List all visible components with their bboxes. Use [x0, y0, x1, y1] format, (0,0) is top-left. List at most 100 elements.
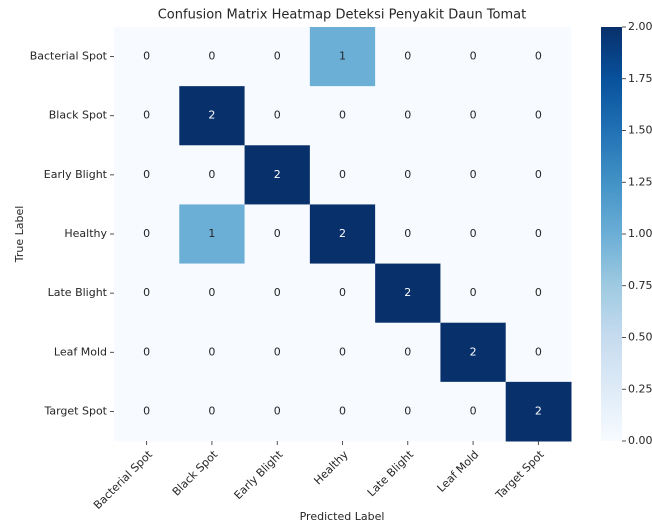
heatmap-cell: [179, 27, 246, 87]
cell-annotation: 1: [339, 50, 346, 63]
cell-annotation: 0: [470, 109, 477, 122]
heatmap-cell: [309, 204, 376, 265]
cell-annotation: 0: [339, 168, 346, 181]
cell-annotation: 0: [535, 109, 542, 122]
heatmap-cell: [114, 145, 180, 205]
cell-annotation: 0: [274, 404, 281, 417]
heatmap-cell: [179, 381, 246, 442]
cell-annotation: 0: [274, 50, 281, 63]
cell-annotation: 0: [535, 168, 542, 181]
cell-annotation: 0: [339, 109, 346, 122]
y-tick-label: Black Spot: [49, 109, 108, 122]
heatmap-cell: [114, 322, 180, 383]
colorbar-tick-label: 2.00: [628, 20, 652, 33]
colorbar-tick-label: 0.00: [628, 434, 652, 447]
cell-annotation: 0: [404, 109, 411, 122]
colorbar-tick-label: 1.50: [628, 124, 652, 137]
heatmap-cell: [179, 145, 246, 205]
cell-annotation: 0: [208, 50, 215, 63]
heatmap-cell: [375, 322, 441, 383]
heatmap-cell: [505, 86, 572, 146]
heatmap-cell: [179, 322, 246, 383]
heatmap-cell: [375, 263, 441, 324]
cell-annotation: 0: [339, 404, 346, 417]
cell-annotation: 1: [208, 227, 215, 240]
y-tick-label: Target Spot: [43, 404, 107, 417]
heatmap-cell: [114, 86, 180, 146]
cell-annotation: 0: [339, 286, 346, 299]
heatmap-cell: [244, 263, 311, 324]
cell-annotation: 0: [535, 286, 542, 299]
heatmap-cell: [309, 27, 376, 87]
heatmap-cell: [440, 263, 507, 324]
cell-annotation: 0: [404, 168, 411, 181]
cell-annotation: 0: [339, 345, 346, 358]
chart-title: Confusion Matrix Heatmap Deteksi Penyaki…: [158, 8, 527, 23]
cell-annotation: 0: [404, 227, 411, 240]
colorbar-tick-label: 0.75: [628, 279, 652, 292]
cell-annotation: 0: [143, 404, 150, 417]
x-tick-label: Black Spot: [170, 448, 221, 499]
cell-annotation: 0: [470, 168, 477, 181]
colorbar-tick-label: 1.00: [628, 227, 652, 240]
cell-annotation: 0: [274, 109, 281, 122]
cell-annotation: 0: [143, 345, 150, 358]
cell-annotation: 0: [404, 345, 411, 358]
heatmap-cell: [309, 263, 376, 324]
heatmap-cell: [505, 145, 572, 205]
cell-annotation: 0: [143, 50, 150, 63]
heatmap-cell: [375, 381, 441, 442]
cell-annotation: 0: [143, 168, 150, 181]
heatmap-cell: [440, 27, 507, 87]
heatmap-cell: [505, 263, 572, 324]
colorbar: [601, 27, 622, 441]
y-tick-label: Healthy: [64, 227, 107, 240]
colorbar-tick-label: 1.75: [628, 72, 652, 85]
cell-annotation: 2: [274, 168, 281, 181]
cell-annotation: 0: [143, 286, 150, 299]
cell-annotation: 0: [404, 404, 411, 417]
x-axis-label: Predicted Label: [300, 510, 385, 523]
heatmap-cell: [440, 204, 507, 265]
colorbar-tick-label: 0.25: [628, 382, 652, 395]
cell-annotation: 0: [274, 227, 281, 240]
heatmap-cell: [309, 322, 376, 383]
cell-annotation: 0: [470, 50, 477, 63]
colorbar-tick-label: 1.25: [628, 175, 652, 188]
heatmap-cell: [505, 322, 572, 383]
x-tick-label: Bacterial Spot: [91, 448, 155, 512]
colorbar-tick-label: 0.50: [628, 331, 652, 344]
heatmap-cell: [440, 381, 507, 442]
x-tick-label: Healthy: [311, 448, 351, 488]
heatmap-cell: [244, 381, 311, 442]
heatmap-cell: [244, 27, 311, 87]
cell-annotation: 0: [535, 227, 542, 240]
y-tick-label: Bacterial Spot: [30, 50, 108, 63]
cell-annotation: 0: [143, 109, 150, 122]
heatmap-cell: [375, 86, 441, 146]
cell-annotation: 0: [470, 227, 477, 240]
heatmap-cell: [244, 145, 311, 205]
cell-annotation: 0: [208, 286, 215, 299]
cell-annotation: 0: [208, 168, 215, 181]
heatmap-cell: [375, 145, 441, 205]
x-tick-label: Late Blight: [365, 448, 417, 500]
cell-annotation: 2: [339, 227, 346, 240]
heatmap-cell: [375, 27, 441, 87]
heatmap-cell: [114, 204, 180, 265]
heatmap-cell: [114, 27, 180, 87]
heatmap-cell: [375, 204, 441, 265]
y-tick-label: Leaf Mold: [54, 345, 107, 358]
heatmap-cell: [309, 145, 376, 205]
heatmap-cell: [244, 86, 311, 146]
heatmap-cell: [440, 86, 507, 146]
heatmap-cell: [505, 204, 572, 265]
cell-annotation: 0: [143, 227, 150, 240]
heatmap-cell: [309, 86, 376, 146]
heatmap-cell: [244, 204, 311, 265]
heatmap-cell: [179, 263, 246, 324]
cell-annotation: 0: [470, 286, 477, 299]
cell-annotation: 0: [535, 345, 542, 358]
x-tick-label: Early Blight: [232, 448, 286, 502]
